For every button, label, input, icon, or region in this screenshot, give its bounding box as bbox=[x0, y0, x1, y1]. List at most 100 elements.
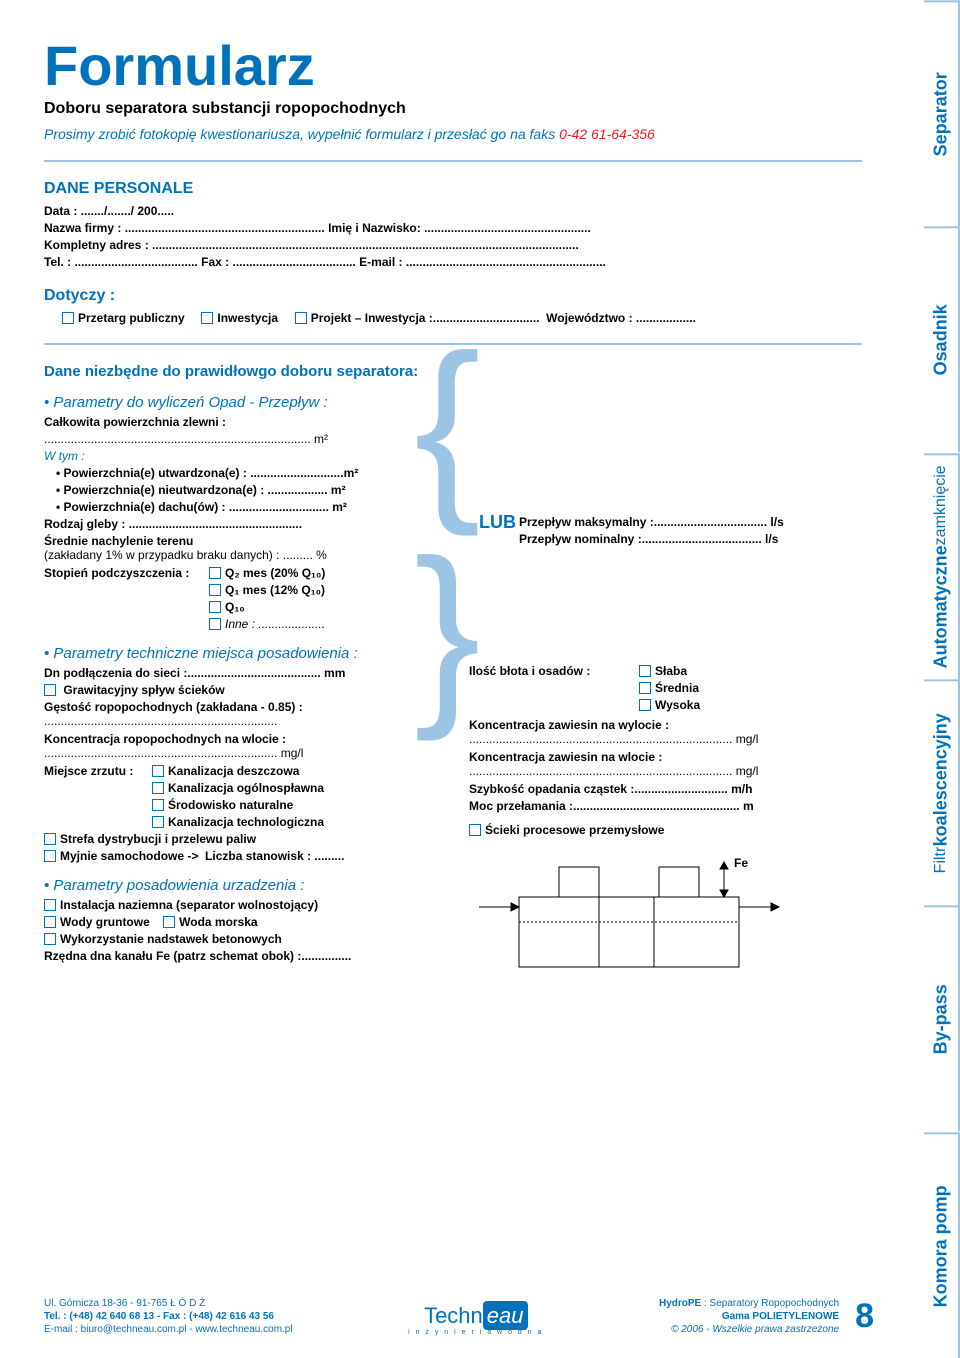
unhardened-area[interactable]: • Powierzchnia(e) nieutwardzona(e) : ...… bbox=[56, 483, 439, 497]
mud1-label: Słaba bbox=[655, 664, 687, 678]
roof-area[interactable]: • Powierzchnia(e) dachu(ów) : ..........… bbox=[56, 500, 439, 514]
checkbox-q2[interactable] bbox=[209, 567, 221, 579]
checkbox-q1[interactable] bbox=[209, 584, 221, 596]
needed-heading: Dane niezbędne do prawidłowgo doboru sep… bbox=[44, 363, 924, 380]
param-flow-head: Parametry do wyliczeń Opad - Przepływ : bbox=[44, 394, 439, 411]
checkbox-fuel-zone[interactable] bbox=[44, 833, 56, 845]
fe-label-svg: Fe bbox=[734, 856, 748, 870]
checkbox-tech-sewer[interactable] bbox=[152, 816, 164, 828]
conc-in-l2[interactable]: ........................................… bbox=[44, 746, 439, 760]
checkbox-public-tender[interactable] bbox=[62, 312, 74, 324]
tab-osadnik[interactable]: Osadnik bbox=[924, 226, 960, 452]
tab-filter[interactable]: Filtrkoalescencyjny bbox=[924, 679, 960, 905]
divider bbox=[44, 160, 862, 162]
logo-sub: i n ż y n i e r i a w o d n a bbox=[408, 1329, 543, 1336]
d6-count[interactable]: Liczba stanowisk : ......... bbox=[205, 849, 344, 863]
conc-in-l1: Koncentracja ropopochodnych na wlocie : bbox=[44, 732, 439, 746]
d5-label: Strefa dystrybucji i przelewu paliw bbox=[60, 832, 256, 846]
q1-label: Q₁ mes (12% Q₁₀) bbox=[225, 583, 325, 597]
tab-bypass[interactable]: By-pass bbox=[924, 905, 960, 1131]
param-tech-head: Parametry techniczne miejsca posadowieni… bbox=[44, 645, 439, 662]
break-force[interactable]: Moc przełamania :.......................… bbox=[469, 799, 829, 813]
checkbox-mud-med[interactable] bbox=[639, 682, 651, 694]
checkbox-project[interactable] bbox=[295, 312, 307, 324]
main-columns: Parametry do wyliczeń Opad - Przepływ : … bbox=[44, 386, 924, 977]
conc-in2-l2[interactable]: ........................................… bbox=[469, 764, 829, 778]
checkbox-groundwater[interactable] bbox=[44, 916, 56, 928]
tel-fax-email-field[interactable]: Tel. : .................................… bbox=[44, 255, 924, 269]
company-name-field[interactable]: Nazwa firmy : ..........................… bbox=[44, 221, 924, 235]
dn-field[interactable]: Dn podłączenia do sieci :...............… bbox=[44, 666, 439, 680]
curly-open: { bbox=[414, 356, 481, 496]
i3-label: Woda morska bbox=[179, 915, 257, 929]
checkbox-combined-sewer[interactable] bbox=[152, 782, 164, 794]
label-investment: Inwestycja bbox=[217, 311, 278, 325]
slope-l2[interactable]: (zakładany 1% w przypadku braku danych) … bbox=[44, 548, 439, 562]
mud-block: Ilość błota i osadów : Słaba Średnia Wys… bbox=[469, 664, 829, 712]
addr-l2: Tel. : (+48) 42 640 68 13 - Fax : (+48) … bbox=[44, 1310, 293, 1323]
address-field[interactable]: Kompletny adres : ......................… bbox=[44, 238, 924, 252]
density-l1: Gęstość ropopochodnych (zakładana - 0.85… bbox=[44, 700, 439, 714]
grav-label: Grawitacyjny spływ ścieków bbox=[63, 683, 224, 697]
checkbox-investment[interactable] bbox=[201, 312, 213, 324]
tab-auto-close[interactable]: Automatycznezamknięcie bbox=[924, 453, 960, 679]
lub-label: LUB bbox=[479, 512, 516, 532]
checkbox-industrial[interactable] bbox=[469, 824, 481, 836]
d1-label: Kanalizacja deszczowa bbox=[168, 764, 299, 778]
separator-diagram: Fe bbox=[469, 847, 789, 977]
discharge-block: Miejsce zrzutu : Kanalizacja deszczowa K… bbox=[44, 764, 439, 829]
instruction-text: Prosimy zrobić fotokopię kwestionariusza… bbox=[44, 126, 924, 142]
page-content: Formularz Doboru separatora substancji r… bbox=[44, 0, 924, 977]
soil-type[interactable]: Rodzaj gleby : .........................… bbox=[44, 517, 439, 531]
side-tabs: Separator Osadnik Automatycznezamknięcie… bbox=[924, 0, 960, 1358]
checkbox-natural-env[interactable] bbox=[152, 799, 164, 811]
param-install-head: Parametry posadowienia urzadzenia : bbox=[44, 877, 439, 894]
checkbox-inne[interactable] bbox=[209, 618, 221, 630]
checkbox-seawater[interactable] bbox=[163, 916, 175, 928]
hardened-area[interactable]: • Powierzchnia(e) utwardzona(e) : ......… bbox=[56, 466, 439, 480]
conc-out-l2[interactable]: ........................................… bbox=[469, 732, 829, 746]
instruction-pre: Prosimy zrobić fotokopię kwestionariusza… bbox=[44, 126, 559, 142]
total-area-value[interactable]: ........................................… bbox=[44, 432, 439, 446]
checkbox-mud-high[interactable] bbox=[639, 699, 651, 711]
curly-close: } bbox=[414, 561, 481, 701]
date-field[interactable]: Data : ......./......./ 200..... bbox=[44, 204, 924, 218]
checkbox-q10[interactable] bbox=[209, 601, 221, 613]
flow-nom[interactable]: Przepływ nominalny :....................… bbox=[519, 532, 829, 546]
checkbox-concrete-risers[interactable] bbox=[44, 933, 56, 945]
channel-fe[interactable]: Rzędna dna kanału Fe (patrz schemat obok… bbox=[44, 949, 439, 963]
checkbox-rain-sewer[interactable] bbox=[152, 765, 164, 777]
tab-separator[interactable]: Separator bbox=[924, 0, 960, 226]
flow-max[interactable]: Przepływ maksymalny :...................… bbox=[519, 515, 829, 529]
pollution-label: Stopień podczyszczenia : bbox=[44, 566, 209, 580]
inne-label[interactable]: Inne : .................... bbox=[225, 617, 325, 631]
r1b: : Separatory Ropopochodnych bbox=[701, 1298, 839, 1309]
page-number: 8 bbox=[855, 1297, 874, 1336]
concerns-row: Przetarg publiczny Inwestycja Projekt – … bbox=[62, 311, 924, 325]
logo-main: Techn bbox=[424, 1303, 483, 1328]
r3: © 2006 - Wszelkie prawa zastrzeżone bbox=[659, 1323, 839, 1336]
footer-logo: Techneau i n ż y n i e r i a w o d n a bbox=[408, 1303, 543, 1336]
checkbox-carwash[interactable] bbox=[44, 850, 56, 862]
wtym-label: W tym : bbox=[44, 449, 439, 463]
checkbox-above-ground[interactable] bbox=[44, 899, 56, 911]
mud2-label: Średnia bbox=[655, 681, 699, 695]
discharge-label: Miejsce zrzutu : bbox=[44, 764, 152, 829]
q10-label: Q₁₀ bbox=[225, 600, 245, 614]
d3-label: Środowisko naturalne bbox=[168, 798, 293, 812]
settling-speed[interactable]: Szybkość opadania cząstek :.............… bbox=[469, 782, 829, 796]
density-l2[interactable]: ........................................… bbox=[44, 714, 439, 728]
fax-number: 0-42 61-64-356 bbox=[559, 126, 655, 142]
tab-pump-chamber[interactable]: Komora pomp bbox=[924, 1132, 960, 1358]
total-area-label: Całkowita powierzchnia zlewni : bbox=[44, 415, 439, 429]
industrial-label: Ścieki procesowe przemysłowe bbox=[485, 823, 664, 837]
footer-right: HydroPE : Separatory Ropopochodnych Gama… bbox=[659, 1297, 839, 1336]
d6-pre: Myjnie samochodowe -> bbox=[60, 849, 198, 863]
conc-out-l1: Koncentracja zawiesin na wylocie : bbox=[469, 718, 829, 732]
checkbox-grav[interactable] bbox=[44, 684, 56, 696]
checkbox-mud-low[interactable] bbox=[639, 665, 651, 677]
addr-l1: Ul. Górnicza 18-36 - 91-765 Ł Ó D Ź bbox=[44, 1297, 293, 1310]
voivodeship-field[interactable]: Województwo : .................. bbox=[546, 311, 696, 325]
concerns-heading: Dotyczy : bbox=[44, 287, 924, 305]
page-subtitle: Doboru separatora substancji ropopochodn… bbox=[44, 100, 924, 118]
